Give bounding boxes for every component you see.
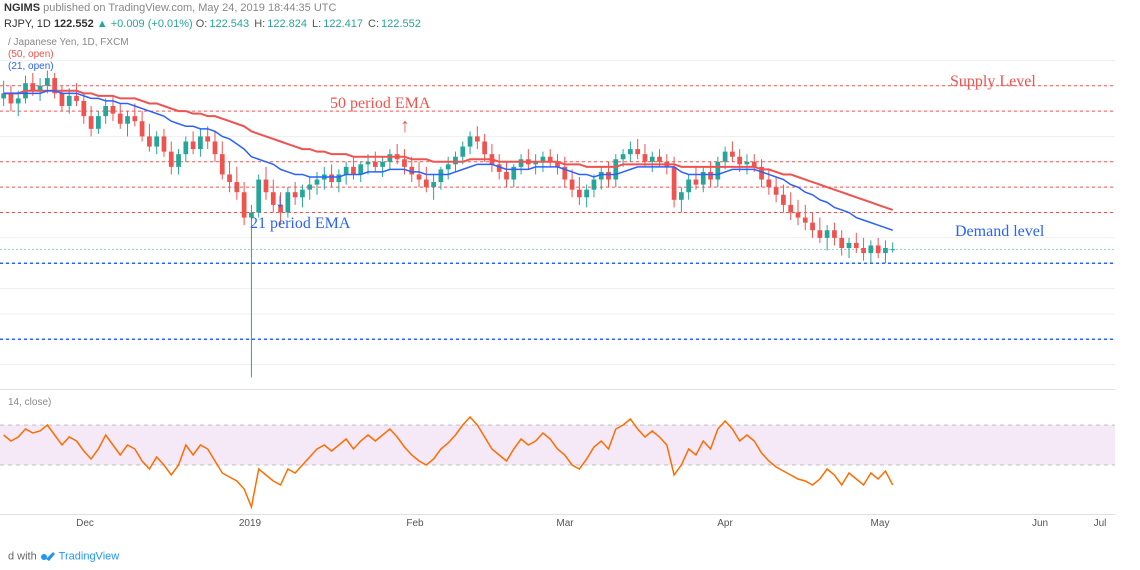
xaxis-label: Mar: [556, 518, 573, 529]
xaxis-label: Apr: [717, 518, 733, 529]
tradingview-logo-icon: [40, 549, 56, 564]
ema21-overlay-label: (21, open): [8, 61, 54, 72]
x-axis: Dec 2019 Feb Mar Apr May Jun Jul: [0, 518, 1115, 538]
ema50-overlay-label: (50, open): [8, 49, 54, 60]
timestamp: May 24, 2019 18:44:35 UTC: [198, 2, 336, 14]
supply-annotation: Supply Level: [950, 73, 1036, 91]
footer: d with TradingView: [0, 543, 1140, 570]
ema21-annotation: 21 period EMA: [250, 215, 350, 233]
author: NGIMS: [4, 2, 40, 14]
xaxis-label: May: [871, 518, 890, 529]
ema50-annotation: 50 period EMA: [330, 95, 430, 113]
symbol-desc: / Japanese Yen, 1D, FXCM: [8, 37, 129, 48]
ohlc: O:122.543 H:122.824 L:122.417 C:122.552: [196, 18, 423, 30]
demand-annotation: Demand level: [955, 223, 1044, 241]
footer-text: d with: [8, 550, 37, 562]
price-chart[interactable]: / Japanese Yen, 1D, FXCM (50, open) (21,…: [0, 35, 1115, 390]
right-gutter: [1115, 0, 1140, 570]
header: NGIMS published on TradingView.com, May …: [0, 0, 1140, 16]
published-label: published on TradingView.com,: [43, 2, 195, 14]
xaxis-label: 2019: [239, 518, 261, 529]
symbol-price: 122.552: [54, 18, 94, 30]
symbol-pair: RJPY, 1D: [4, 18, 51, 30]
up-arrow-icon: ▲: [97, 18, 108, 30]
symbol-bar: RJPY, 1D 122.552 ▲ +0.009 (+0.01%) O:122…: [0, 16, 1140, 32]
down-arrow-annotation: ↓: [275, 190, 285, 213]
rsi-label: 14, close): [8, 397, 51, 408]
xaxis-label: Jul: [1094, 518, 1107, 529]
xaxis-label: Dec: [76, 518, 94, 529]
rsi-chart[interactable]: 14, close) 6040: [0, 395, 1115, 515]
symbol-change: +0.009: [111, 18, 145, 30]
up-arrow-annotation: ↑: [400, 115, 410, 138]
symbol-change-pct: (+0.01%): [148, 18, 193, 30]
xaxis-label: Jun: [1032, 518, 1048, 529]
price-chart-svg: [0, 35, 1115, 390]
footer-brand: TradingView: [59, 550, 120, 562]
rsi-chart-svg: [0, 395, 1115, 515]
xaxis-label: Feb: [406, 518, 423, 529]
